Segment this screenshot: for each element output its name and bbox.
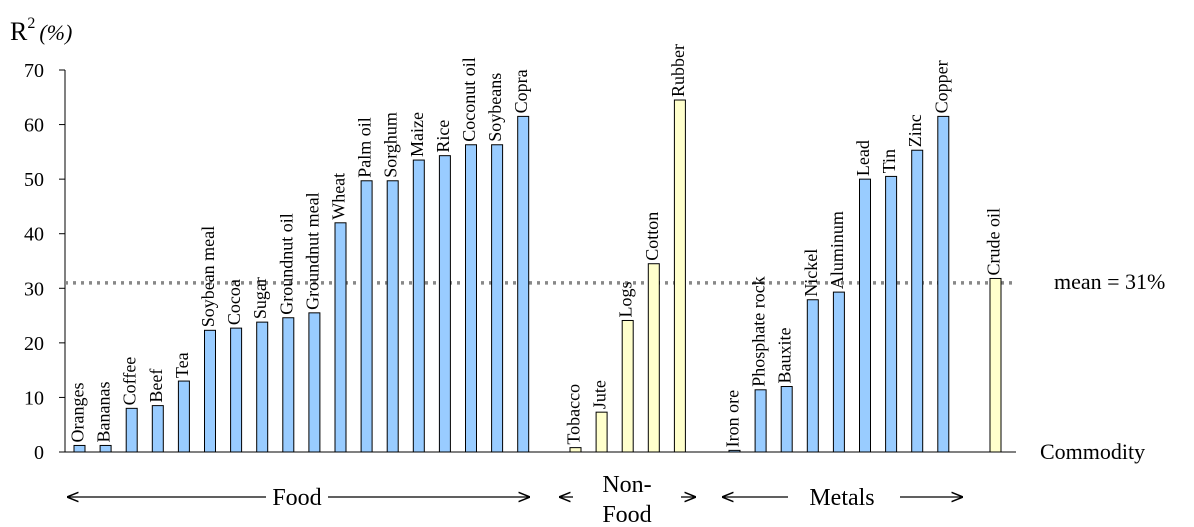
bar-label: Lead — [853, 140, 873, 176]
bar-sorghum — [386, 180, 399, 453]
bar-label: Rubber — [668, 44, 688, 97]
bar-coffee — [125, 407, 138, 453]
bar-iron-ore — [728, 449, 741, 453]
y-tick-label: 20 — [24, 333, 44, 355]
y-tick-label: 60 — [24, 115, 44, 137]
y-tick-label: 10 — [24, 387, 44, 409]
bar-label: Soybeans — [485, 73, 505, 142]
bar-cotton — [647, 263, 660, 453]
bar-label: Crude oil — [984, 208, 1004, 276]
bar-lead — [859, 178, 871, 453]
group-label-nonfood-line2: Food — [602, 502, 651, 527]
bar-label: Beef — [146, 369, 166, 403]
bar-groundnut-meal — [308, 312, 321, 453]
bar-oranges — [73, 444, 86, 453]
bar-tea — [177, 380, 190, 453]
bar-label: Coffee — [120, 357, 140, 406]
bar-label: Oranges — [68, 382, 88, 442]
y-tick-label: 0 — [34, 442, 44, 464]
mean-label: mean = 31% — [1054, 269, 1165, 294]
bar-label: Jute — [590, 380, 610, 409]
y-tick-label: 30 — [24, 278, 44, 300]
bar-tobacco — [569, 447, 582, 453]
bar-cocoa — [230, 327, 243, 453]
bar-aluminum — [832, 291, 845, 453]
bar-label: Coconut oil — [459, 57, 479, 142]
group-label-nonfood-line1: Non- — [602, 472, 651, 498]
bar-label: Wheat — [329, 173, 349, 220]
bar-label: Cotton — [642, 212, 662, 261]
bar-jute — [595, 411, 608, 453]
x-axis-label: Commodity — [1040, 439, 1145, 464]
group-food: Food — [68, 485, 529, 511]
bar-label: Cocoa — [224, 279, 244, 325]
bar-palm-oil — [360, 180, 373, 453]
bar-label: Groundnut meal — [302, 192, 322, 309]
bar-label: Tobacco — [564, 384, 584, 445]
group-nonfood: Non- Food — [560, 472, 695, 527]
y-tick-label: 70 — [24, 60, 44, 82]
bar-coconut-oil — [465, 144, 477, 453]
bar-crude-oil — [989, 277, 1002, 453]
bar-rubber — [673, 99, 686, 453]
bar-phosphate-rock — [754, 389, 767, 453]
bar-label: Phosphate rock — [749, 276, 769, 386]
bar-label: Soybean meal — [198, 226, 218, 327]
group-label-metals: Metals — [809, 485, 874, 511]
bar-maize — [412, 159, 425, 453]
y-tick-label: 50 — [24, 169, 44, 191]
bar-soybeans — [491, 144, 504, 453]
bar-label: Copra — [511, 69, 531, 113]
group-metals: Metals — [723, 485, 962, 511]
bar-nickel — [806, 299, 819, 453]
bar-groundnut-oil — [282, 317, 295, 453]
bar-logs — [621, 319, 634, 453]
bar-copper — [937, 115, 950, 453]
bar-zinc — [911, 149, 924, 453]
bar-label: Groundnut oil — [276, 213, 296, 315]
bar-label: Maize — [407, 112, 427, 157]
bar-label: Bananas — [94, 381, 114, 442]
bar-wheat — [334, 222, 347, 453]
bar-label: Palm oil — [355, 117, 375, 178]
bar-beef — [151, 405, 164, 453]
bar-rice — [438, 155, 451, 453]
bar-bauxite — [780, 386, 793, 453]
bar-label: Zinc — [905, 114, 925, 147]
bar-tin — [885, 175, 898, 453]
bar-sugar — [256, 321, 269, 453]
y-axis-label: R2 (%) — [10, 15, 72, 46]
group-label-food: Food — [272, 485, 321, 511]
bar-label: Nickel — [801, 249, 821, 297]
bar-label: Sorghum — [381, 112, 401, 178]
bar-label: Bauxite — [775, 328, 795, 384]
bar-label: Tin — [879, 149, 899, 173]
bar-label: Sugar — [250, 277, 270, 319]
bar-label: Aluminum — [827, 211, 847, 289]
bar-label: Tea — [172, 352, 192, 378]
bar-bananas — [99, 444, 112, 453]
bar-label: Iron ore — [723, 390, 743, 447]
bar-label: Logs — [616, 281, 636, 317]
bar-label: Rice — [433, 120, 453, 153]
y-tick-label: 40 — [24, 224, 44, 246]
bar-label: Copper — [931, 60, 951, 113]
bar-copra — [517, 115, 530, 453]
bar-soybean-meal — [204, 329, 216, 453]
